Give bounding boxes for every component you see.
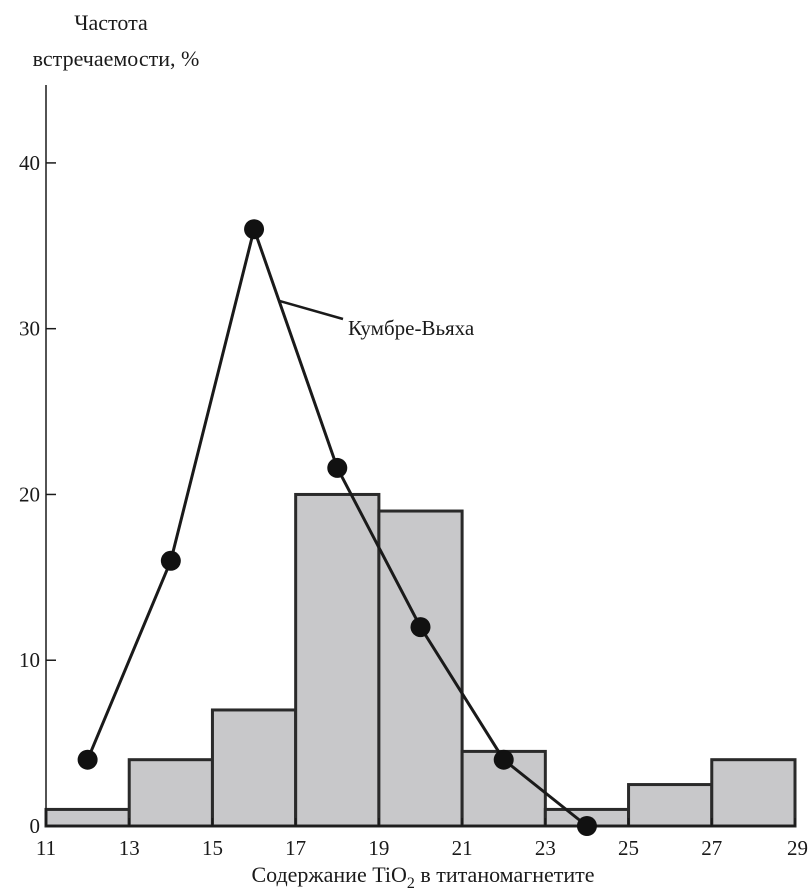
- x-tick-label-21: 21: [452, 836, 473, 860]
- x-tick-label-19: 19: [368, 836, 389, 860]
- x-tick-label-29: 29: [787, 836, 808, 860]
- histogram-bar-13-15: [127, 758, 214, 828]
- x-tick-label-27: 27: [701, 836, 722, 860]
- x-axis-title-subscript: 2: [407, 875, 415, 888]
- histogram-bar-15-17: [210, 708, 298, 828]
- y-axis-title-line1: Частота: [74, 10, 148, 35]
- x-axis-title-tail: в титаномагнетите: [415, 862, 595, 887]
- y-tick-label-40: 40: [19, 151, 40, 175]
- x-tick-label-11: 11: [36, 836, 56, 860]
- series-point-16: [244, 219, 265, 240]
- histogram-bar-17-19: [294, 492, 381, 828]
- y-tick-label-10: 10: [19, 648, 40, 672]
- x-tick-label-25: 25: [618, 836, 639, 860]
- series-point-20: [410, 617, 431, 638]
- x-tick-label-17: 17: [285, 836, 306, 860]
- histogram-bar-19-21: [377, 509, 464, 828]
- y-tick-label-20: 20: [19, 482, 40, 506]
- series-point-22: [493, 749, 514, 770]
- histogram-bar-25-27: [627, 783, 714, 828]
- series-point-12: [77, 749, 98, 770]
- x-axis-title: Содержание TiO2 в титаномагнетите: [251, 862, 594, 888]
- series-label-leader: [278, 299, 344, 321]
- histogram-bar-11-13: [44, 807, 131, 828]
- histogram-bar-27-29: [710, 758, 797, 828]
- series-label: Кумбре-Вьяха: [348, 316, 475, 340]
- x-axis-title-main: Содержание TiO: [251, 862, 406, 887]
- axes: 0 10 20 30 40 11 13 15 17 19 21 23 25 27 29: [19, 85, 808, 860]
- histogram-bars: [44, 492, 797, 828]
- series-point-18: [327, 457, 348, 478]
- y-tick-label-0: 0: [30, 814, 41, 838]
- y-tick-label-30: 30: [19, 317, 40, 341]
- x-tick-label-23: 23: [535, 836, 556, 860]
- series-layer: Кумбре-Вьяха: [77, 219, 597, 836]
- x-tick-label-15: 15: [202, 836, 223, 860]
- x-tick-label-13: 13: [119, 836, 140, 860]
- series-point-14: [160, 550, 181, 571]
- series-point-24: [576, 816, 597, 836]
- y-axis-title-line2: встречаемости, %: [33, 46, 200, 71]
